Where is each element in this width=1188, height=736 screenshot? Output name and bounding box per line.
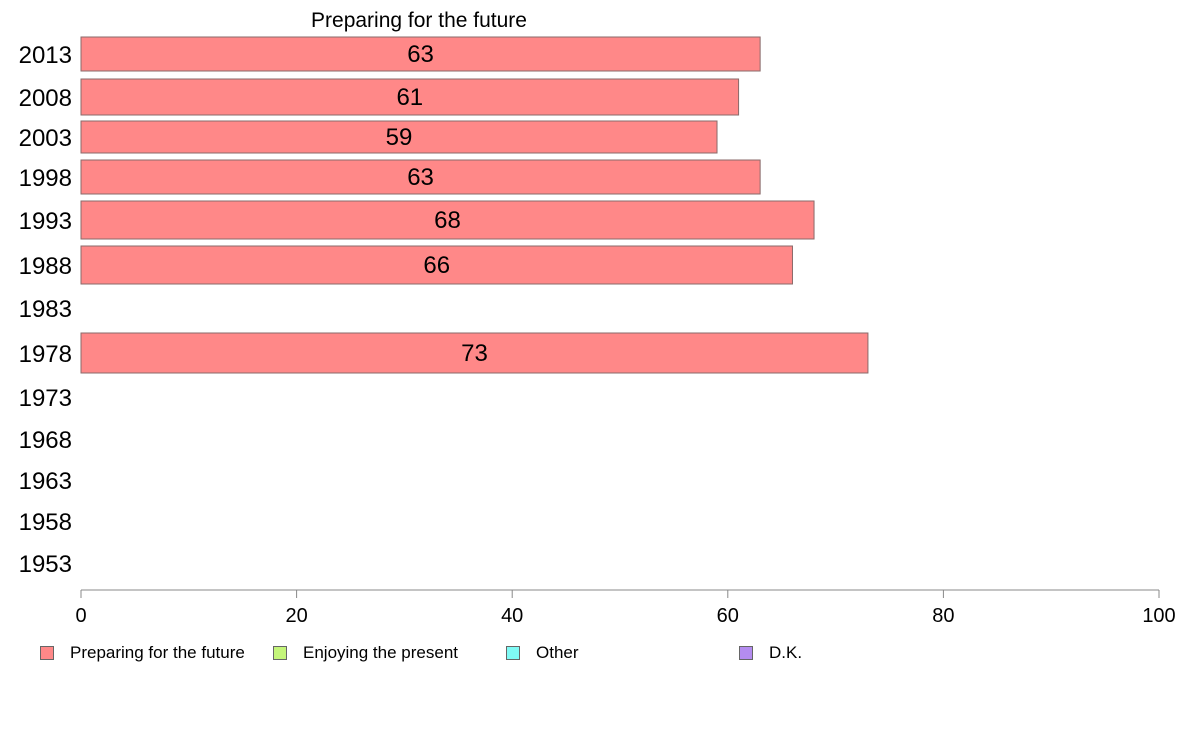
category-label-2008: 2008: [19, 85, 72, 112]
legend-item-preparing: Preparing for the future: [40, 643, 245, 663]
legend-item-other: Other: [506, 643, 579, 663]
category-label-1978: 1978: [19, 341, 72, 368]
legend-label-other: Other: [536, 643, 579, 662]
bar-1993: [80, 200, 815, 240]
category-label-1963: 1963: [19, 468, 72, 495]
legend-swatch-other: [506, 646, 520, 660]
x-tick-label-0: 0: [75, 605, 86, 627]
legend-label-dk: D.K.: [769, 643, 803, 662]
bar-1998: [80, 159, 761, 195]
bar-1988: [80, 245, 793, 285]
bar-value-label-2003: 59: [386, 124, 413, 151]
category-label-1958: 1958: [19, 509, 72, 536]
x-tick-label-40: 40: [501, 605, 523, 627]
category-label-1998: 1998: [19, 165, 72, 192]
legend-item-dk: D.K.: [739, 643, 802, 663]
category-label-1968: 1968: [19, 427, 72, 454]
x-tick-label-20: 20: [285, 605, 307, 627]
legend: Preparing for the future Enjoying the pr…: [40, 643, 1140, 665]
bar-value-label-2008: 61: [396, 84, 423, 111]
legend-swatch-enjoying: [273, 646, 287, 660]
bar-value-label-2013: 63: [407, 41, 434, 68]
category-label-1983: 1983: [19, 296, 72, 323]
category-label-1993: 1993: [19, 208, 72, 235]
x-tick-label-80: 80: [932, 605, 954, 627]
bar-1978: [80, 332, 869, 374]
legend-swatch-preparing: [40, 646, 54, 660]
bar-value-label-1988: 66: [423, 252, 450, 279]
bar-value-label-1993: 68: [434, 207, 461, 234]
bar-2003: [80, 120, 718, 154]
category-label-2013: 2013: [19, 42, 72, 69]
category-label-1988: 1988: [19, 253, 72, 280]
legend-swatch-dk: [739, 646, 753, 660]
bar-value-label-1978: 73: [461, 340, 488, 367]
chart-title: Preparing for the future: [311, 9, 527, 32]
bar-2013: [80, 36, 761, 72]
bar-value-label-1998: 63: [407, 164, 434, 191]
bar-2008: [80, 78, 740, 116]
x-tick-label-100: 100: [1142, 605, 1175, 627]
legend-item-enjoying: Enjoying the present: [273, 643, 458, 663]
category-label-1973: 1973: [19, 385, 72, 412]
category-label-2003: 2003: [19, 125, 72, 152]
legend-label-preparing: Preparing for the future: [70, 643, 245, 662]
legend-label-enjoying: Enjoying the present: [303, 643, 458, 662]
category-label-1953: 1953: [19, 551, 72, 578]
x-tick-label-60: 60: [717, 605, 739, 627]
